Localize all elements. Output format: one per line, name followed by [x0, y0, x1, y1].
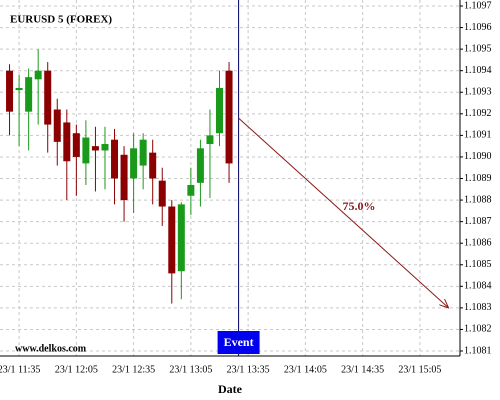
- x-tick-label: 23/1 13:35: [227, 364, 270, 375]
- candle-body: [149, 152, 157, 179]
- candle-body: [63, 122, 71, 162]
- forecast-label: 75.0%: [343, 199, 376, 213]
- candle-body: [120, 154, 128, 201]
- candle-body: [101, 144, 109, 151]
- y-tick-label: 1.1093: [464, 87, 492, 98]
- y-tick-label: 1.1091: [464, 130, 492, 141]
- candle-body: [130, 148, 138, 179]
- candle-body: [111, 139, 119, 179]
- y-tick-label: 1.1085: [464, 259, 492, 270]
- candle-body: [206, 135, 214, 144]
- x-tick-label: 23/1 15:05: [398, 364, 441, 375]
- y-tick-label: 1.1090: [464, 151, 492, 162]
- y-tick-label: 1.1084: [464, 281, 492, 292]
- y-tick-label: 1.1087: [464, 216, 492, 227]
- y-tick-label: 1.1088: [464, 194, 492, 205]
- chart-title: EURUSD 5 (FOREX): [10, 14, 112, 26]
- candle-body: [72, 133, 80, 157]
- candle-body: [34, 70, 42, 80]
- y-tick-label: 1.1092: [464, 108, 492, 119]
- x-tick-label: 23/1 12:35: [112, 364, 155, 375]
- candle-body: [187, 184, 195, 196]
- candle-body: [91, 146, 99, 151]
- candle-body: [158, 180, 166, 207]
- candle-body: [44, 70, 52, 125]
- candle-body: [82, 137, 90, 164]
- candle-body: [216, 87, 224, 134]
- y-tick-label: 1.1097: [464, 0, 492, 11]
- candle-body: [225, 70, 233, 164]
- y-tick-label: 1.1083: [464, 302, 492, 313]
- candle-body: [168, 206, 176, 274]
- y-tick-label: 1.1086: [464, 237, 492, 248]
- x-tick-label: 23/1 14:05: [284, 364, 327, 375]
- candle-body: [53, 109, 61, 142]
- candle-body: [177, 204, 185, 272]
- y-tick-label: 1.1094: [464, 65, 492, 76]
- x-axis-label: Date: [218, 382, 243, 396]
- x-tick-label: 23/1 11:35: [0, 364, 40, 375]
- candle-body: [15, 87, 23, 91]
- y-tick-label: 1.1089: [464, 173, 492, 184]
- y-tick-label: 1.1081: [464, 345, 492, 356]
- event-label: Event: [224, 335, 254, 349]
- y-tick-label: 1.1096: [464, 22, 492, 33]
- x-tick-label: 23/1 13:05: [169, 364, 212, 375]
- candle-body: [25, 77, 33, 112]
- y-tick-label: 1.1082: [464, 324, 492, 335]
- y-tick-label: 1.1095: [464, 43, 492, 54]
- x-tick-label: 23/1 12:05: [55, 364, 98, 375]
- forecast-arrow: [238, 117, 449, 308]
- watermark: www.delkos.com: [15, 343, 87, 354]
- candle-body: [139, 139, 147, 166]
- candle-body: [6, 70, 14, 112]
- x-tick-label: 23/1 14:35: [341, 364, 384, 375]
- candle-body: [196, 148, 204, 183]
- event-box: [217, 331, 260, 354]
